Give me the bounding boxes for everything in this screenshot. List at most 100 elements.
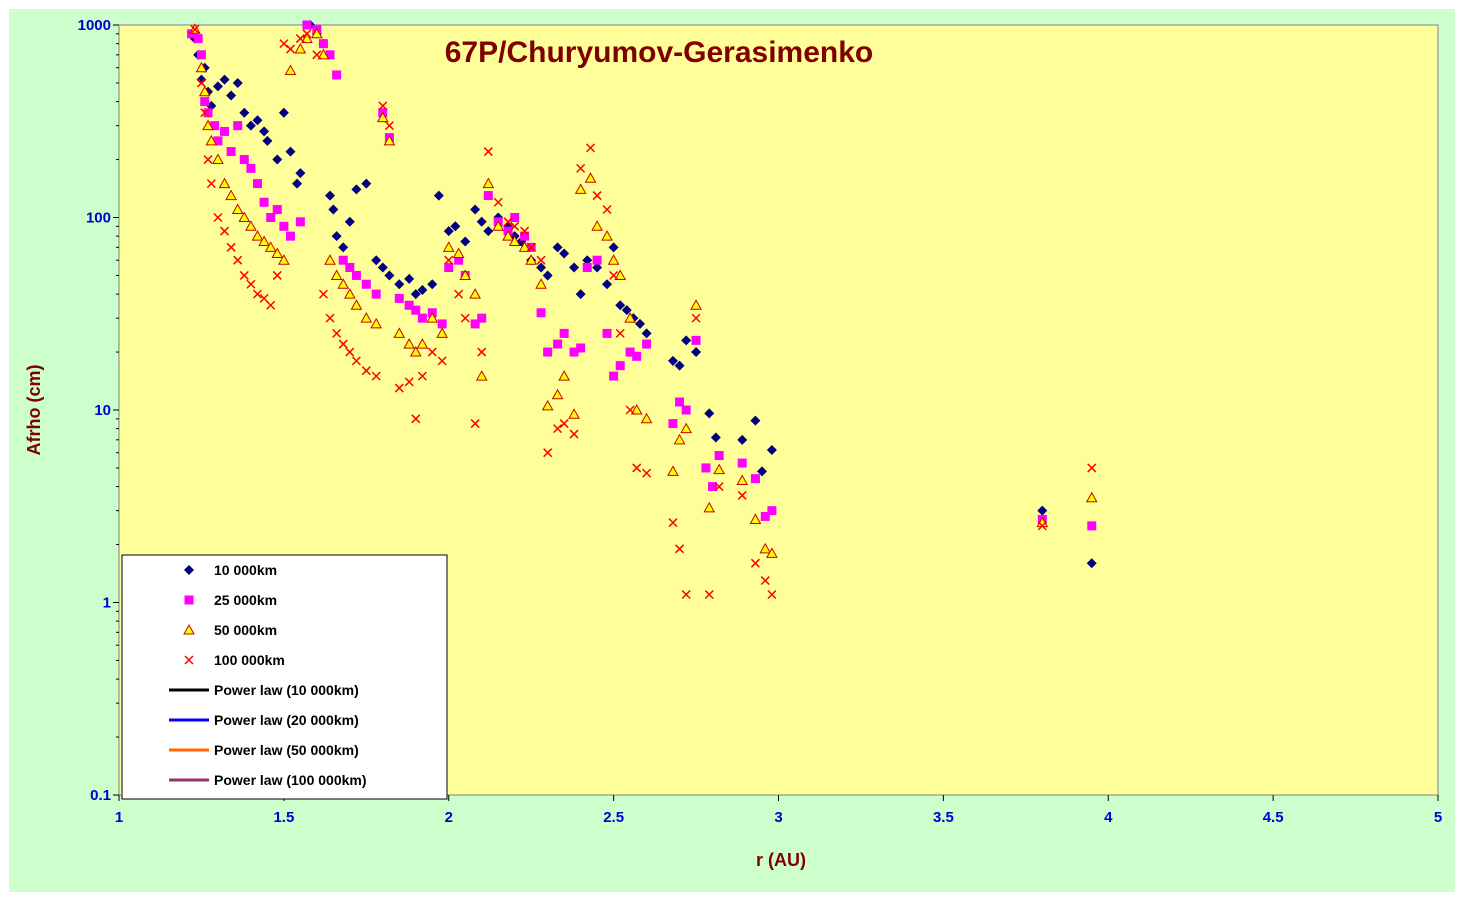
data-point-triangle <box>624 312 636 323</box>
data-point-square <box>767 506 777 516</box>
data-point-triangle <box>212 153 224 165</box>
data-point-triangle <box>251 230 264 241</box>
data-point-triangle <box>416 338 429 349</box>
data-point-cross <box>543 448 553 458</box>
data-point-triangle <box>482 177 495 189</box>
data-point-square <box>437 319 447 329</box>
data-point-cross <box>206 179 216 189</box>
data-point-cross <box>203 155 213 165</box>
data-point-diamond <box>325 190 336 201</box>
data-point-triangle <box>350 299 363 310</box>
data-point-diamond <box>1086 558 1097 569</box>
data-point-diamond <box>331 231 342 242</box>
data-point-diamond <box>615 300 626 311</box>
data-point-diamond <box>196 74 207 85</box>
data-point-cross <box>675 544 685 554</box>
data-point-triangle <box>574 183 587 194</box>
data-point-square <box>750 474 760 484</box>
data-point-cross <box>437 356 447 366</box>
data-point-cross <box>592 191 602 201</box>
series-cross <box>190 24 1097 600</box>
data-point-cross <box>200 108 210 118</box>
data-point-triangle <box>238 211 251 222</box>
data-point-triangle <box>301 32 313 44</box>
data-point-triangle <box>607 254 620 265</box>
data-point-cross <box>332 328 342 338</box>
data-point-cross <box>536 255 546 265</box>
data-point-diamond <box>569 262 580 273</box>
data-point-square <box>259 197 269 207</box>
data-point-cross <box>681 590 691 600</box>
data-point-diamond <box>766 444 777 455</box>
data-point-diamond <box>292 178 303 189</box>
legend: 10 000km 25 000km 50 000km 100 000km Power l… <box>121 554 448 800</box>
data-point-square <box>602 328 612 338</box>
data-point-cross <box>302 29 312 39</box>
data-point-cross <box>411 414 421 424</box>
data-point-square <box>582 262 592 272</box>
data-point-square <box>691 335 701 345</box>
data-point-cross <box>625 405 635 415</box>
data-point-square <box>210 121 220 131</box>
data-point-square <box>559 328 569 338</box>
data-point-triangle <box>614 269 627 280</box>
data-point-cross <box>371 371 381 381</box>
data-point-triangle <box>264 241 277 252</box>
data-point-triangle <box>403 338 416 349</box>
data-point-square <box>701 463 711 473</box>
data-point-diamond <box>377 262 388 273</box>
x-tick-label: 2.5 <box>603 809 624 826</box>
data-point-triangle <box>317 48 330 60</box>
data-point-cross <box>394 383 404 393</box>
data-point-square <box>760 511 770 521</box>
data-point-square <box>345 262 355 272</box>
data-point-cross <box>233 255 243 265</box>
data-point-triangle <box>337 278 350 289</box>
data-point-square <box>470 319 480 329</box>
data-point-diamond <box>470 204 481 215</box>
data-point-triangle <box>383 134 396 146</box>
x-axis-ticks: 1 1.5 2 2.5 3 3.5 4 4.5 5 <box>115 795 1442 826</box>
data-point-diamond <box>483 226 494 237</box>
data-point-cross <box>668 518 678 528</box>
data-point-diamond <box>667 355 678 366</box>
data-point-diamond <box>552 242 563 253</box>
data-point-cross <box>226 242 236 252</box>
data-point-square <box>279 221 289 231</box>
data-point-diamond <box>710 432 721 443</box>
data-point-cross <box>318 289 328 299</box>
data-point-cross <box>632 463 642 473</box>
data-point-diamond <box>295 168 306 179</box>
data-point-cross <box>312 50 322 60</box>
data-point-square <box>576 343 586 353</box>
data-point-triangle <box>469 288 481 299</box>
data-point-cross <box>477 347 487 357</box>
data-point-diamond <box>245 120 256 131</box>
data-point-triangle <box>525 254 538 265</box>
legend-label: 50 000km <box>214 622 277 638</box>
data-point-cross <box>351 356 361 366</box>
data-point-square <box>625 347 635 357</box>
data-point-triangle <box>591 220 603 231</box>
data-point-triangle <box>1085 491 1098 503</box>
data-point-triangle <box>218 177 231 189</box>
data-point-diamond <box>1037 505 1048 516</box>
data-point-diamond <box>460 236 471 247</box>
data-point-triangle <box>202 119 214 131</box>
data-point-square <box>246 163 256 173</box>
data-point-triangle <box>393 327 406 338</box>
data-point-diamond <box>212 81 223 92</box>
data-point-cross <box>470 419 480 429</box>
data-point-square <box>417 313 427 323</box>
data-point-square <box>569 347 579 357</box>
data-point-triangle <box>492 220 505 231</box>
data-point-square <box>536 308 546 318</box>
data-point-cross <box>1037 521 1047 531</box>
series-group <box>187 20 1098 600</box>
legend-box <box>121 554 448 800</box>
data-point-diamond <box>575 289 586 300</box>
data-point-triangle <box>558 370 571 381</box>
y-axis-label: Afrho (cm) <box>24 365 44 456</box>
data-point-triangle <box>680 422 693 434</box>
data-point-diamond <box>272 154 283 165</box>
